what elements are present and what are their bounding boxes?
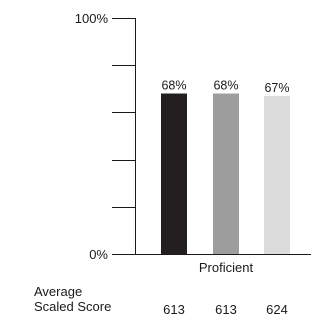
average-scaled-score-label: Average Scaled Score	[34, 284, 111, 314]
bars	[161, 93, 290, 255]
y-axis-ticks: 0% 100%	[75, 11, 135, 262]
scaled-score-value: 624	[266, 302, 288, 317]
scaled-score-value: 613	[163, 302, 185, 317]
bar	[161, 93, 187, 255]
bar-data-label: 68%	[213, 79, 238, 93]
footer-label-line-2: Scaled Score	[34, 299, 112, 314]
bar-data-label: 68%	[161, 79, 186, 93]
bar-data-label: 67%	[264, 81, 289, 95]
scaled-score-value: 613	[215, 302, 237, 317]
y-tick-label: 100%	[75, 11, 109, 26]
bar-data-labels: 68% 68% 67%	[161, 79, 289, 95]
y-tick-label: 0%	[89, 247, 108, 262]
footer-label-line-1: Average	[34, 284, 83, 299]
bar	[264, 95, 290, 254]
bar	[213, 93, 239, 255]
x-category-label: Proficient	[199, 260, 254, 275]
